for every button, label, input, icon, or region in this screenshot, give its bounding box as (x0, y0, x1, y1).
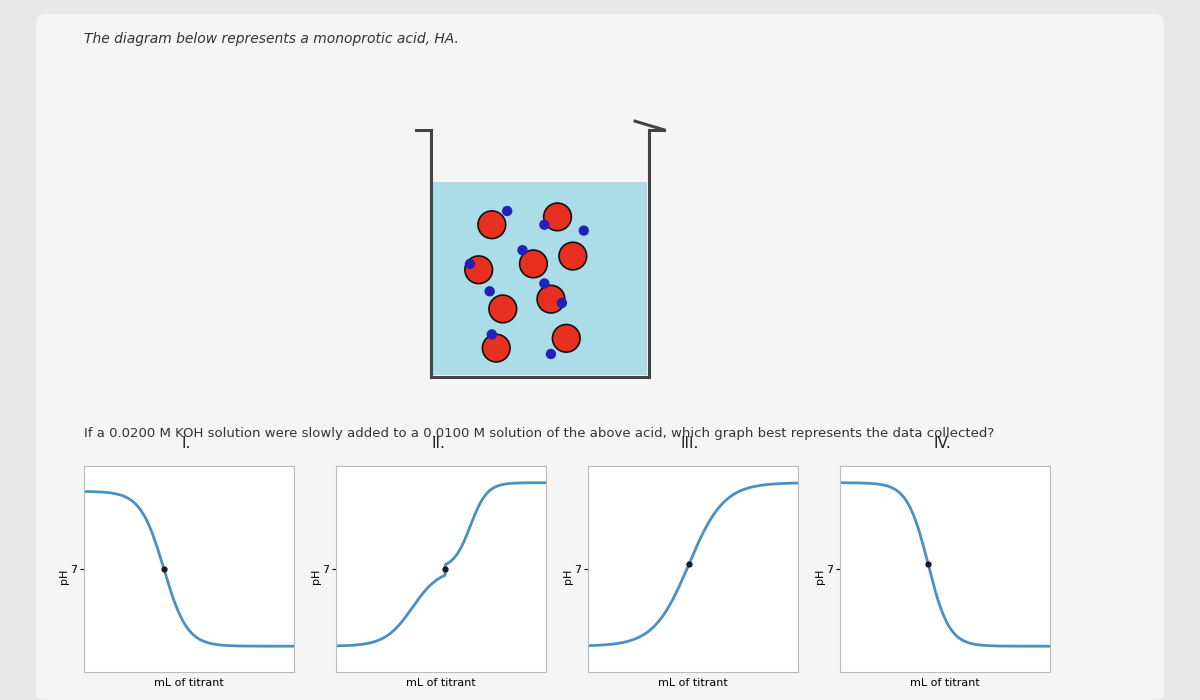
Y-axis label: pH: pH (563, 568, 574, 584)
Circle shape (478, 211, 505, 239)
Circle shape (552, 325, 580, 352)
Y-axis label: pH: pH (815, 568, 826, 584)
Text: The diagram below represents a monoprotic acid, HA.: The diagram below represents a monoproti… (84, 32, 458, 46)
Circle shape (482, 335, 510, 362)
X-axis label: mL of titrant: mL of titrant (406, 678, 476, 687)
Circle shape (578, 225, 589, 236)
Text: IV.: IV. (934, 437, 950, 452)
X-axis label: mL of titrant: mL of titrant (154, 678, 224, 687)
X-axis label: mL of titrant: mL of titrant (910, 678, 980, 687)
Circle shape (488, 295, 517, 323)
Text: I.: I. (181, 437, 191, 452)
Circle shape (464, 259, 475, 269)
Circle shape (559, 242, 587, 270)
Polygon shape (433, 181, 647, 374)
Circle shape (538, 286, 565, 313)
Text: III.: III. (680, 437, 700, 452)
Circle shape (546, 349, 556, 359)
Circle shape (520, 250, 547, 278)
X-axis label: mL of titrant: mL of titrant (658, 678, 728, 687)
Text: II.: II. (431, 437, 445, 452)
Y-axis label: pH: pH (311, 568, 322, 584)
Circle shape (502, 206, 512, 216)
Circle shape (517, 245, 528, 255)
Circle shape (544, 203, 571, 231)
Circle shape (487, 329, 497, 340)
Circle shape (539, 220, 550, 230)
Y-axis label: pH: pH (59, 568, 70, 584)
Circle shape (464, 256, 492, 284)
Circle shape (557, 298, 568, 308)
Circle shape (539, 279, 550, 288)
Text: If a 0.0200 M KOH solution were slowly added to a 0.0100 M solution of the above: If a 0.0200 M KOH solution were slowly a… (84, 427, 995, 440)
Circle shape (485, 286, 494, 297)
